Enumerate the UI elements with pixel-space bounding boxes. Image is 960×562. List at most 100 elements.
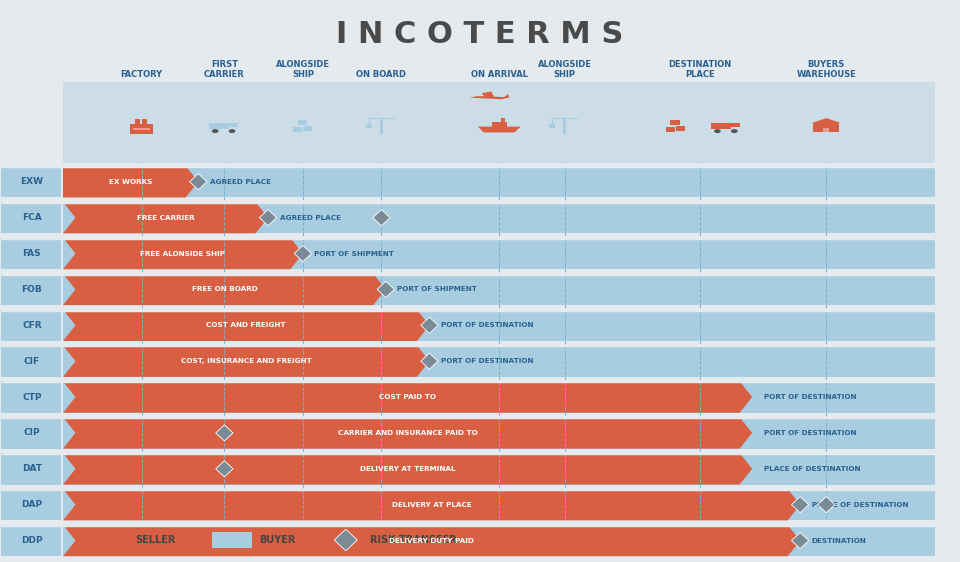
FancyBboxPatch shape [501, 118, 505, 122]
FancyBboxPatch shape [293, 126, 302, 132]
FancyBboxPatch shape [1, 238, 61, 269]
Text: DAT: DAT [22, 464, 42, 473]
Polygon shape [295, 246, 312, 261]
Text: PLACE OF DESTINATION: PLACE OF DESTINATION [763, 466, 860, 472]
FancyBboxPatch shape [676, 126, 685, 130]
Text: PORT OF DESTINATION: PORT OF DESTINATION [763, 394, 856, 400]
Polygon shape [334, 529, 357, 551]
Polygon shape [63, 202, 268, 233]
Polygon shape [791, 497, 808, 513]
FancyBboxPatch shape [1, 489, 61, 520]
Polygon shape [377, 282, 395, 297]
Text: EXW: EXW [20, 177, 43, 186]
FancyBboxPatch shape [63, 489, 935, 520]
Polygon shape [63, 489, 800, 520]
Polygon shape [63, 166, 198, 197]
Circle shape [228, 129, 235, 133]
Polygon shape [420, 353, 438, 369]
Text: AGREED PLACE: AGREED PLACE [209, 179, 271, 185]
Text: DELIVERY DUTY PAID: DELIVERY DUTY PAID [389, 538, 474, 543]
FancyBboxPatch shape [130, 124, 153, 134]
Text: CTP: CTP [22, 392, 41, 401]
Polygon shape [63, 417, 752, 448]
Text: DESTINATION: DESTINATION [811, 538, 867, 543]
FancyBboxPatch shape [63, 274, 935, 305]
Text: CFR: CFR [22, 321, 41, 330]
FancyBboxPatch shape [368, 118, 396, 120]
Text: FREE ALONSIDE SHIP: FREE ALONSIDE SHIP [140, 251, 226, 256]
Polygon shape [63, 274, 386, 305]
Text: PORT OF DESTINATION: PORT OF DESTINATION [763, 430, 856, 436]
Polygon shape [503, 94, 510, 98]
Polygon shape [63, 525, 800, 556]
Text: CIF: CIF [24, 357, 40, 366]
Text: FREE CARRIER: FREE CARRIER [136, 215, 194, 221]
FancyBboxPatch shape [303, 126, 312, 130]
FancyBboxPatch shape [211, 532, 252, 548]
Text: DESTINATION
PLACE: DESTINATION PLACE [668, 60, 732, 79]
FancyBboxPatch shape [711, 123, 732, 129]
FancyBboxPatch shape [732, 123, 740, 127]
Polygon shape [812, 118, 841, 123]
Text: CARRIER AND INSURANCE PAID TO: CARRIER AND INSURANCE PAID TO [338, 430, 477, 436]
Text: COST PAID TO: COST PAID TO [379, 394, 436, 400]
Text: DAP: DAP [21, 500, 42, 509]
Text: DELIVERY AT TERMINAL: DELIVERY AT TERMINAL [360, 466, 455, 472]
Polygon shape [189, 174, 206, 190]
FancyBboxPatch shape [551, 118, 579, 120]
Polygon shape [216, 425, 233, 441]
FancyBboxPatch shape [813, 123, 839, 132]
Polygon shape [420, 317, 438, 333]
FancyBboxPatch shape [298, 120, 307, 125]
FancyBboxPatch shape [209, 123, 229, 129]
Text: COST, INSURANCE AND FREIGHT: COST, INSURANCE AND FREIGHT [180, 358, 312, 364]
FancyBboxPatch shape [133, 128, 150, 130]
FancyBboxPatch shape [63, 202, 935, 233]
Text: BUYER: BUYER [259, 535, 296, 545]
Text: RISK TRANSFER: RISK TRANSFER [370, 535, 457, 545]
Text: PLACE OF DESTINATION: PLACE OF DESTINATION [811, 502, 908, 507]
Text: FREE ON BOARD: FREE ON BOARD [191, 287, 257, 292]
Text: I N C O T E R M S: I N C O T E R M S [336, 20, 624, 49]
Polygon shape [216, 461, 233, 477]
Polygon shape [259, 210, 276, 226]
FancyBboxPatch shape [492, 122, 507, 126]
FancyBboxPatch shape [87, 532, 128, 548]
Circle shape [212, 129, 219, 133]
Polygon shape [791, 532, 808, 549]
FancyBboxPatch shape [1, 417, 61, 448]
FancyBboxPatch shape [666, 126, 675, 132]
Text: ON ARRIVAL: ON ARRIVAL [470, 70, 528, 79]
FancyBboxPatch shape [63, 417, 935, 448]
FancyBboxPatch shape [63, 238, 935, 269]
Polygon shape [478, 126, 520, 133]
Text: FCA: FCA [22, 213, 41, 222]
FancyBboxPatch shape [1, 525, 61, 556]
FancyBboxPatch shape [63, 346, 935, 377]
Text: FACTORY: FACTORY [120, 70, 162, 79]
Polygon shape [372, 210, 390, 226]
Text: ON BOARD: ON BOARD [356, 70, 406, 79]
Text: ALONGSIDE
SHIP: ALONGSIDE SHIP [276, 60, 330, 79]
FancyBboxPatch shape [63, 453, 935, 484]
Text: SELLER: SELLER [135, 535, 176, 545]
Text: PORT OF SHIPMENT: PORT OF SHIPMENT [314, 251, 395, 256]
Text: PORT OF DESTINATION: PORT OF DESTINATION [441, 322, 534, 328]
Text: BUYERS
WAREHOUSE: BUYERS WAREHOUSE [797, 60, 856, 79]
FancyBboxPatch shape [1, 382, 61, 413]
FancyBboxPatch shape [1, 346, 61, 377]
Polygon shape [469, 96, 510, 99]
Text: ALONGSIDE
SHIP: ALONGSIDE SHIP [538, 60, 591, 79]
Text: EX WORKS: EX WORKS [108, 179, 153, 185]
Text: PORT OF SHIPMENT: PORT OF SHIPMENT [397, 287, 477, 292]
Text: DDP: DDP [21, 536, 42, 545]
Polygon shape [63, 310, 429, 341]
Text: DELIVERY AT PLACE: DELIVERY AT PLACE [392, 502, 471, 507]
FancyBboxPatch shape [142, 119, 147, 124]
Text: FOB: FOB [21, 285, 42, 294]
FancyBboxPatch shape [549, 124, 556, 128]
Text: FIRST
CARRIER: FIRST CARRIER [204, 60, 245, 79]
FancyBboxPatch shape [1, 274, 61, 305]
Polygon shape [63, 382, 752, 413]
FancyBboxPatch shape [1, 166, 61, 197]
